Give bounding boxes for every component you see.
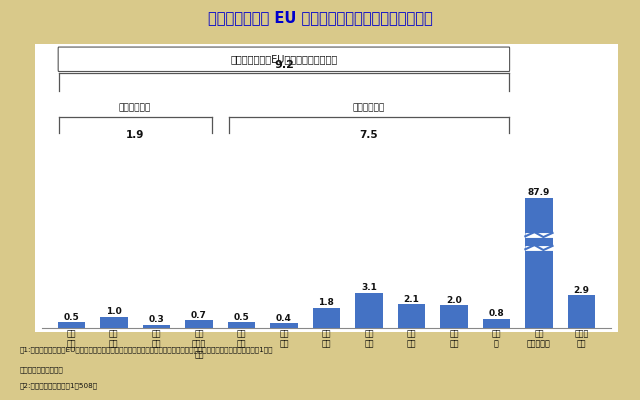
Bar (483, 319, 510, 328)
Text: 9.2: 9.2 (274, 60, 294, 70)
Bar (397, 304, 425, 328)
Bar (143, 325, 170, 328)
FancyBboxPatch shape (58, 47, 509, 72)
Text: を選択した割合を表す: を選択した割合を表す (19, 366, 63, 373)
Text: 0.8: 0.8 (488, 310, 504, 318)
Bar (525, 198, 553, 328)
Text: 2.9: 2.9 (573, 286, 589, 295)
Text: 1.8: 1.8 (319, 298, 334, 307)
Bar (440, 306, 468, 328)
Bar (58, 322, 85, 328)
Bar (312, 308, 340, 328)
Text: 0.7: 0.7 (191, 310, 207, 320)
Bar (568, 295, 595, 328)
Text: 2.1: 2.1 (403, 295, 419, 304)
Text: イギリスまたはEU加盟国への進出あり: イギリスまたはEU加盟国への進出あり (230, 54, 337, 64)
Bar (355, 293, 383, 328)
Bar (185, 320, 212, 328)
Text: 1.0: 1.0 (106, 307, 122, 316)
Text: 1.9: 1.9 (126, 130, 144, 140)
Text: 間接進出あり: 間接進出あり (353, 104, 385, 113)
Text: 0.3: 0.3 (148, 315, 164, 324)
Text: イギリスまたは EU 加盟国への進出状況（複数回答）: イギリスまたは EU 加盟国への進出状況（複数回答） (207, 10, 433, 25)
Text: 注1:「イギリスまたはEU加盟国への進出あり」「直接進出あり」「間接進出あり」は、内訳項目の少なくともいずれか1項目: 注1:「イギリスまたはEU加盟国への進出あり」「直接進出あり」「間接進出あり」は… (19, 346, 273, 353)
Text: 0.5: 0.5 (63, 313, 79, 322)
Bar (100, 317, 127, 328)
Text: 2.0: 2.0 (446, 296, 462, 305)
Text: 0.4: 0.4 (276, 314, 292, 323)
Text: 0.5: 0.5 (234, 313, 249, 322)
Bar (270, 324, 298, 328)
Text: 直接進出あり: 直接進出あり (119, 104, 151, 113)
Bar (228, 322, 255, 328)
Text: 87.9: 87.9 (528, 188, 550, 197)
Text: 7.5: 7.5 (360, 130, 378, 140)
Text: 注2:母数は有効回答企業1万508社: 注2:母数は有効回答企業1万508社 (19, 382, 97, 389)
Text: 3.1: 3.1 (361, 284, 377, 292)
